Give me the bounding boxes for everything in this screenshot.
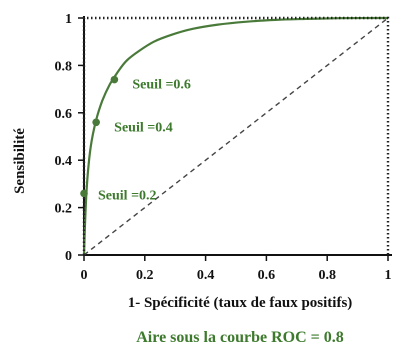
x-axis-label: 1- Spécificité (taux de faux positifs) [128,295,353,311]
random-classifier-diagonal [83,17,389,256]
x-tick-label: 0.6 [258,268,276,283]
y-tick-label: 0.8 [55,59,73,74]
threshold-labels: Seuil =0.6 Seuil =0.4 Seuil =0.2 [98,78,191,204]
x-tick-label: 0.8 [318,268,336,283]
y-axis-label: Sensibilité [12,128,28,194]
tick-labels: 0 0.2 0.4 0.6 0.8 1 0 0.2 0.4 0.6 0.8 1 [55,12,392,283]
threshold-marker [92,118,100,127]
y-tick-label: 1 [65,12,72,27]
threshold-label: Seuil =0.6 [132,78,191,93]
y-tick-label: 0.4 [55,154,73,169]
chart-series [82,16,390,256]
y-tick-label: 0.2 [55,202,73,217]
x-tick-label: 0.4 [197,268,215,283]
threshold-label: Seuil =0.4 [114,120,173,135]
y-tick-label: 0.6 [55,107,73,122]
threshold-markers [80,75,119,198]
threshold-label: Seuil =0.2 [98,188,157,203]
roc-curve [82,16,389,256]
chart-frame [78,16,392,261]
x-tick-label: 1 [385,268,392,283]
x-tick-label: 0.2 [136,268,154,283]
threshold-marker [110,75,119,84]
y-tick-label: 0 [65,249,72,264]
perfect-classifier-line [82,16,390,255]
roc-area-caption: Aire sous la courbe ROC = 0.8 [136,329,343,346]
x-tick-label: 0 [81,268,88,283]
threshold-marker [80,189,88,198]
